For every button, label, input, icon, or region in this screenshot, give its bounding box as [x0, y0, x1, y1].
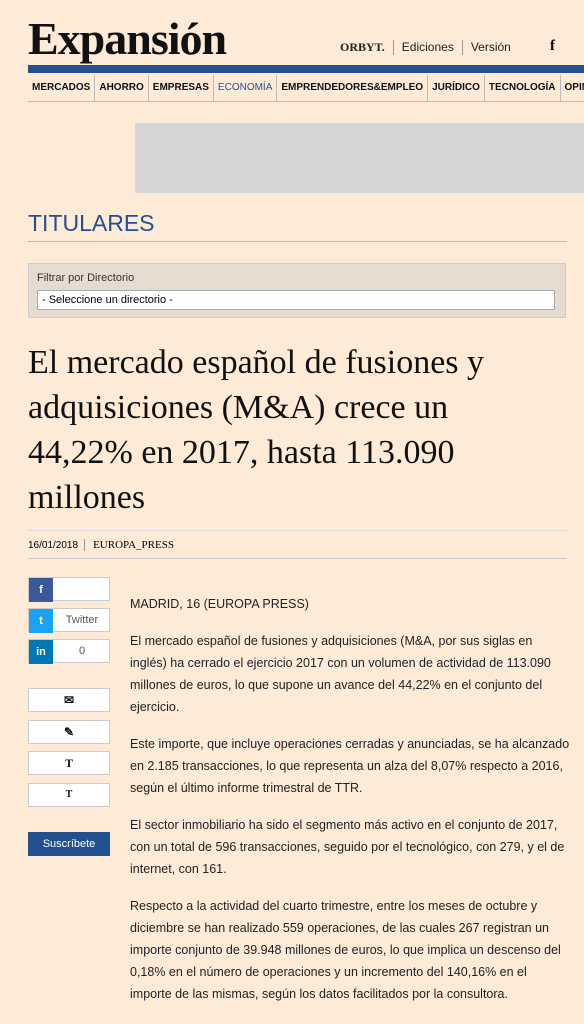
nav-item[interactable]: JURÍDICO	[428, 75, 485, 101]
email-button[interactable]: ✉	[28, 688, 110, 712]
twitter-label: Twitter	[65, 614, 99, 626]
article-body: MADRID, 16 (EUROPA PRESS) El mercado espa…	[130, 593, 570, 1020]
nav-item[interactable]: EMPRESAS	[149, 75, 214, 101]
source: EUROPA_PRESS	[84, 539, 174, 551]
paragraph: El sector inmobiliario ha sido el segmen…	[130, 818, 565, 876]
article-meta: 16/01/2018 EUROPA_PRESS	[28, 530, 567, 559]
filter-select[interactable]: - Seleccione un directorio -	[37, 290, 555, 310]
social-link[interactable]: f	[550, 38, 555, 54]
logo[interactable]: Expansión	[28, 13, 227, 64]
paragraph: MADRID, 16 (EUROPA PRESS)	[130, 597, 309, 611]
nav-item[interactable]: AHORRO	[95, 75, 149, 101]
header-links: ORBYT. Ediciones Versión	[340, 40, 519, 55]
nav-item[interactable]: TECNOLOGÍA	[485, 75, 561, 101]
nav: MERCADOS AHORRO EMPRESAS ECONOMÍA EMPRENDEDO…	[28, 75, 584, 102]
paragraph: El mercado español de fusiones y adquisi…	[130, 634, 551, 714]
filter-box: Filtrar por Directorio - Seleccione un d…	[28, 263, 566, 318]
header-link[interactable]: ORBYT.	[340, 40, 394, 55]
comment-button[interactable]: ✎	[28, 720, 110, 744]
linkedin-count: 0	[78, 645, 86, 657]
nav-item[interactable]: ECONOMÍA	[214, 75, 278, 101]
text-size-button[interactable]: T	[28, 783, 110, 807]
header-bar	[28, 65, 584, 73]
header-link[interactable]: Versión	[470, 40, 511, 54]
headline: El mercado español de fusiones y adquisi…	[28, 344, 485, 516]
text-size-button[interactable]: T	[28, 751, 110, 775]
nav-item[interactable]: EMPRENDEDORES&EMPLEO	[277, 75, 429, 101]
twitter-share[interactable]: t Twitter	[28, 608, 110, 633]
nav-item[interactable]: MERCADOS	[28, 75, 96, 101]
header-link[interactable]: Ediciones	[394, 40, 463, 55]
paragraph: Este importe, que incluye operaciones ce…	[130, 737, 570, 795]
date: 16/01/2018	[28, 540, 79, 551]
paragraph: Respecto a la actividad del cuarto trime…	[130, 899, 561, 1001]
linkedin-share[interactable]: in 0	[28, 639, 110, 664]
divider	[28, 241, 567, 242]
ad-banner	[135, 123, 584, 193]
filter-label: Filtrar por Directorio	[37, 272, 135, 284]
section-title: TITULARES	[28, 210, 155, 236]
nav-item[interactable]: OPINIÓN	[561, 75, 584, 101]
subscribe-button[interactable]: Suscríbete	[28, 832, 110, 856]
facebook-share[interactable]: f	[28, 577, 110, 602]
